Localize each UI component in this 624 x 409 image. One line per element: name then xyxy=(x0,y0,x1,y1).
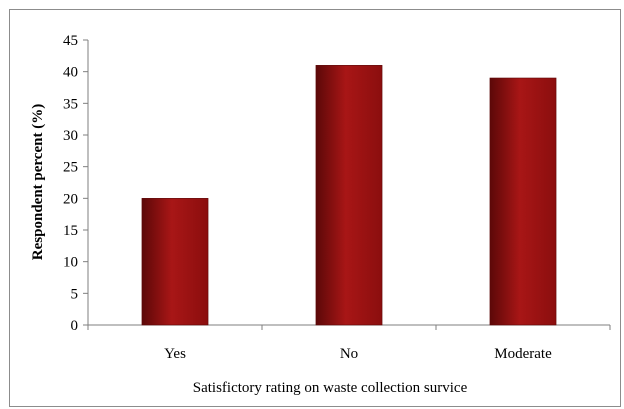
y-tick-label: 5 xyxy=(71,286,79,302)
bar-moderate xyxy=(489,77,557,326)
y-tick-label: 10 xyxy=(63,255,78,271)
x-tick-label: No xyxy=(340,346,358,362)
x-tick-label: Moderate xyxy=(494,346,552,362)
x-axis: Yes No Moderate xyxy=(87,324,611,362)
y-tick-label: 25 xyxy=(63,160,78,176)
y-tick-label: 35 xyxy=(63,96,78,112)
y-axis-title: Respondent percent (%) xyxy=(30,104,46,260)
bar-no xyxy=(315,65,383,326)
y-tick-label: 40 xyxy=(63,65,78,81)
bars xyxy=(141,65,557,326)
x-tick-label: Yes xyxy=(164,346,186,362)
x-axis-title: Satisfictory rating on waste collection … xyxy=(193,380,468,396)
y-axis: 0 5 10 15 20 25 30 35 40 45 xyxy=(63,33,89,334)
bar-yes xyxy=(141,198,209,326)
y-tick-label: 0 xyxy=(71,318,79,334)
y-tick-label: 15 xyxy=(63,223,78,239)
y-tick-label: 30 xyxy=(63,128,78,144)
y-tick-label: 20 xyxy=(63,191,78,207)
y-tick-label: 45 xyxy=(63,33,78,49)
